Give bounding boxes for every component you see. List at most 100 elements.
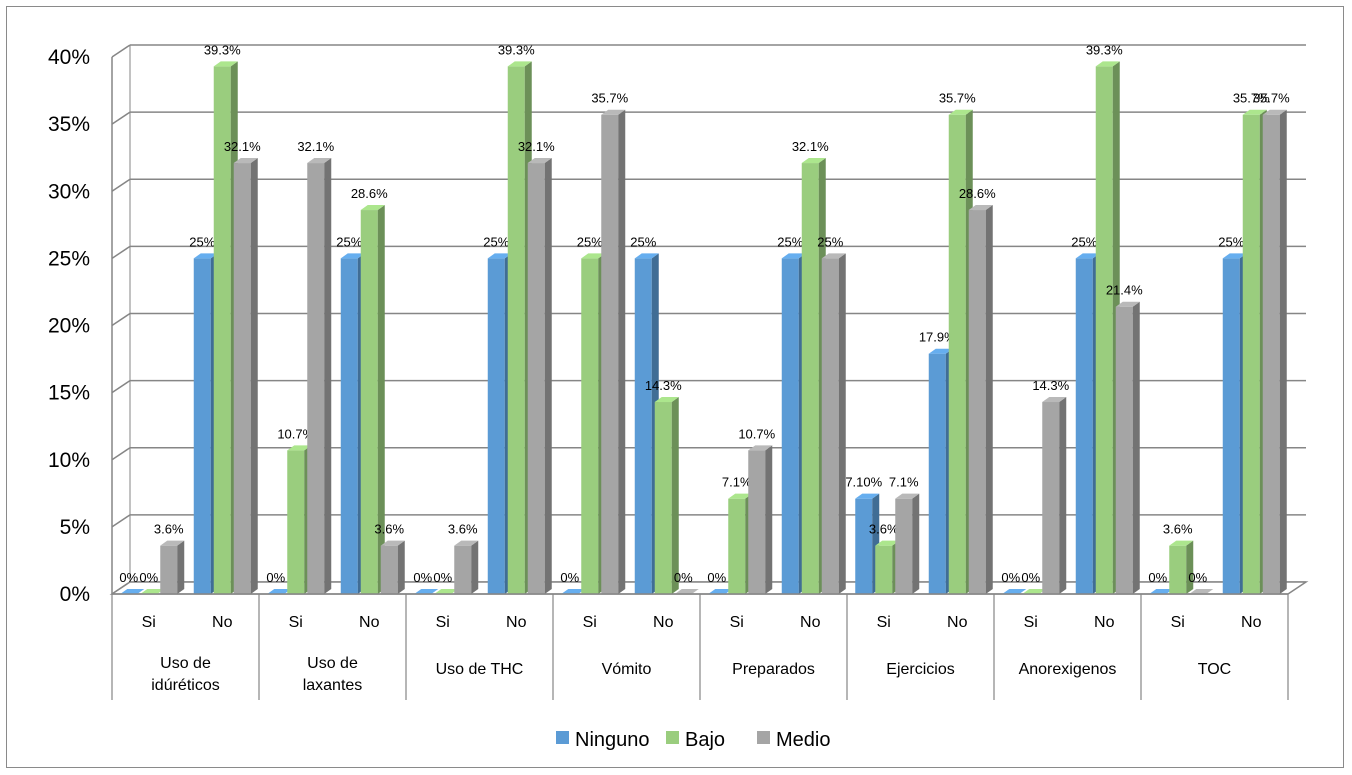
- bar-top-ninguno: [120, 589, 145, 594]
- data-label: 0%: [707, 570, 726, 585]
- y-tick-label: 25%: [48, 247, 90, 270]
- bar-side-medio: [1279, 109, 1287, 594]
- bar-bajo: [875, 545, 893, 594]
- data-label: 3.6%: [374, 522, 404, 537]
- bar-top-bajo: [434, 589, 459, 594]
- data-label: 14.3%: [1032, 378, 1069, 393]
- data-label: 35.7%: [939, 91, 976, 106]
- bar-top-ninguno: [634, 253, 659, 259]
- legend-swatch-ninguno: [556, 731, 569, 744]
- category-sublabel: No: [947, 614, 968, 631]
- bar-top-medio: [1115, 301, 1140, 307]
- data-label: 39.3%: [498, 42, 535, 57]
- bar-medio: [1042, 402, 1060, 594]
- group-label: TOC: [1198, 661, 1231, 678]
- category-sublabel: No: [1094, 614, 1115, 631]
- bar-ninguno: [193, 258, 211, 594]
- data-label: 3.6%: [154, 522, 184, 537]
- category-sublabel: No: [1241, 614, 1262, 631]
- group-label: Uso de: [160, 655, 211, 672]
- y-tick-label: 35%: [48, 113, 90, 136]
- legend-label-bajo: Bajo: [685, 729, 725, 751]
- legend-label-medio: Medio: [776, 729, 830, 751]
- bar-medio: [968, 210, 986, 595]
- bar-top-ninguno: [561, 589, 586, 594]
- group-label: Uso de THC: [436, 661, 524, 678]
- data-label: 0%: [119, 570, 138, 585]
- bar-side-medio: [618, 109, 626, 594]
- bar-side-bajo: [671, 397, 679, 594]
- bar-medio: [1262, 114, 1280, 594]
- data-label: 0%: [139, 570, 158, 585]
- bar-top-ninguno: [708, 589, 733, 594]
- group-label: Vómito: [602, 661, 652, 678]
- data-label: 35.7%: [1253, 91, 1290, 106]
- bar-side-bajo: [1186, 540, 1194, 594]
- gridline-depth: [111, 312, 131, 327]
- data-label: 3.6%: [448, 522, 478, 537]
- category-sublabel: Si: [436, 614, 450, 631]
- data-label: 0%: [1001, 570, 1020, 585]
- bar-top-ninguno: [487, 253, 512, 259]
- bar-ninguno: [855, 498, 873, 594]
- bar-side-medio: [912, 493, 920, 594]
- bar-bajo: [1169, 545, 1187, 594]
- bar-top-medio: [1042, 397, 1067, 403]
- bar-top-ninguno: [414, 589, 439, 594]
- bar-ninguno: [928, 353, 946, 594]
- bar-bajo: [507, 66, 525, 594]
- y-tick-label: 40%: [48, 46, 90, 69]
- y-tick-label: 15%: [48, 382, 90, 405]
- bar-bajo: [801, 163, 819, 594]
- category-sublabel: Si: [730, 614, 744, 631]
- bar-top-bajo: [801, 158, 826, 164]
- category-sublabel: Si: [142, 614, 156, 631]
- bar-ninguno: [340, 258, 358, 594]
- bar-bajo: [1095, 66, 1113, 594]
- data-label: 0%: [674, 570, 693, 585]
- bar-top-ninguno: [781, 253, 806, 259]
- bar-top-medio: [1262, 109, 1287, 115]
- data-label: 25%: [817, 234, 843, 249]
- data-label: 25%: [1218, 234, 1244, 249]
- bar-ninguno: [1075, 258, 1093, 594]
- bar-top-bajo: [1242, 109, 1267, 115]
- data-label: 7.1%: [889, 475, 919, 490]
- bar-top-medio: [527, 158, 552, 164]
- gridline-depth: [111, 111, 131, 125]
- bar-ninguno: [781, 258, 799, 594]
- bar-medio: [454, 545, 472, 594]
- bar-top-medio: [380, 540, 405, 546]
- bar-medio: [601, 114, 619, 594]
- bar-ninguno: [634, 258, 652, 594]
- gridline-depth: [111, 178, 131, 192]
- data-label: 3.6%: [1163, 522, 1193, 537]
- bar-top-medio: [968, 205, 993, 211]
- bar-top-medio: [601, 109, 626, 115]
- bar-top-ninguno: [193, 253, 218, 259]
- data-label: 10.7%: [277, 426, 314, 441]
- bar-top-ninguno: [928, 348, 953, 354]
- bar-top-medio: [748, 445, 773, 451]
- bar-top-medio: [674, 589, 699, 594]
- data-label: 17.9%: [919, 330, 956, 345]
- bar-top-bajo: [1169, 540, 1194, 546]
- legend-swatch-bajo: [666, 731, 679, 744]
- bar-top-medio: [1189, 589, 1214, 594]
- gridline-depth: [111, 245, 131, 259]
- data-label: 25%: [336, 234, 362, 249]
- bar-top-medio: [454, 540, 479, 546]
- group-label: Ejercicios: [886, 661, 954, 678]
- category-sublabel: Si: [583, 614, 597, 631]
- bar-side-medio: [838, 253, 846, 594]
- legend-label-ninguno: Ninguno: [575, 729, 650, 751]
- bar-ninguno: [1222, 258, 1240, 594]
- bar-top-medio: [307, 158, 332, 164]
- bar-top-bajo: [728, 493, 753, 499]
- data-label: 39.3%: [1086, 42, 1123, 57]
- y-tick-label: 0%: [60, 583, 90, 606]
- category-sublabel: No: [506, 614, 527, 631]
- category-sublabel: Si: [289, 614, 303, 631]
- bar-top-bajo: [875, 540, 900, 546]
- bar-medio: [233, 163, 251, 594]
